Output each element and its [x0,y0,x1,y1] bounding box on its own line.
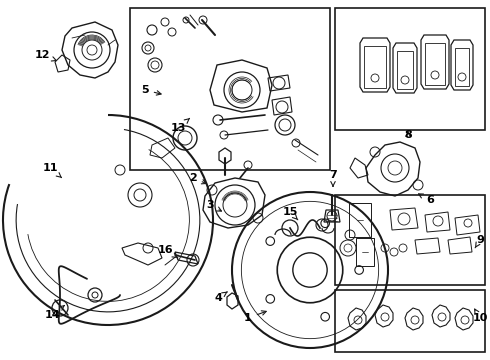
Bar [335,290,485,352]
Text: 7: 7 [329,170,337,186]
Text: 3: 3 [206,200,221,211]
Text: 16: 16 [157,245,178,258]
Text: 5: 5 [141,85,161,95]
Text: 15: 15 [282,207,298,220]
Bar [130,8,330,170]
Text: 14: 14 [44,305,64,320]
Text: 2: 2 [189,173,206,184]
Text: 11: 11 [42,163,62,177]
Bar [335,195,485,285]
Text: 12: 12 [34,50,56,61]
Text: 1: 1 [244,311,266,323]
Text: 6: 6 [418,194,434,205]
Text: 4: 4 [214,292,227,303]
Text: 9: 9 [475,235,484,248]
Text: 10: 10 [472,309,488,323]
Text: 8: 8 [404,130,412,140]
Text: 13: 13 [171,118,190,133]
Bar [335,8,485,130]
